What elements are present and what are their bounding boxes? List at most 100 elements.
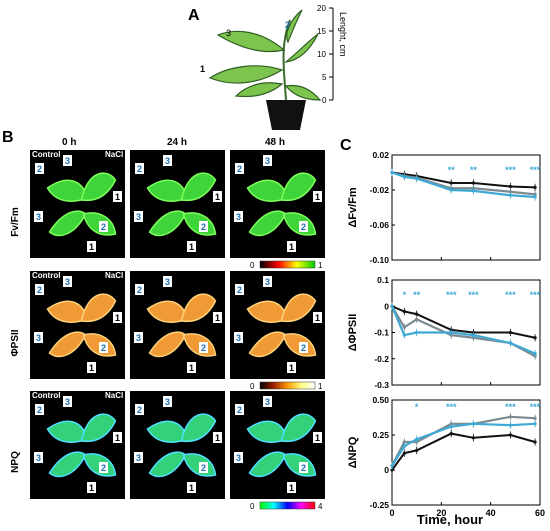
scale-tick: 5: [322, 73, 327, 82]
leaf-number-label: 1: [313, 432, 322, 443]
x-tick-label: 40: [486, 508, 496, 518]
panel-a-letter: A: [188, 7, 200, 24]
svg-text:3: 3: [265, 156, 270, 166]
row-label-phipsii: ΦPSII: [10, 329, 21, 356]
leaf-number-label: 3: [134, 332, 143, 343]
data-point: [415, 317, 419, 321]
leaf-number-label: 2: [35, 404, 44, 415]
data-point: [390, 304, 394, 308]
leaf-number-label: 3: [163, 396, 172, 407]
leaf-number-label: 2: [299, 221, 308, 232]
leaf-number-label: 2: [135, 284, 144, 295]
leaf-number-label: 3: [163, 276, 172, 287]
control-label: Control: [32, 150, 60, 159]
svg-text:1: 1: [89, 483, 94, 493]
svg-text:2: 2: [37, 164, 42, 174]
significance-mark: ***: [530, 165, 541, 175]
svg-text:3: 3: [165, 277, 170, 287]
leaf-number-label: 3: [34, 452, 43, 463]
leaf-shape: [280, 293, 317, 323]
leaf-number-label: 1: [213, 191, 222, 202]
data-point: [402, 451, 406, 455]
colorbar-min: 0: [250, 261, 255, 270]
svg-text:1: 1: [289, 242, 294, 252]
data-point: [533, 195, 537, 199]
x-axis-label: Time, hour: [417, 512, 483, 527]
svg-text:3: 3: [265, 277, 270, 287]
leaf-shape: [80, 293, 117, 323]
svg-text:2: 2: [237, 405, 242, 415]
data-point: [533, 416, 537, 420]
y-axis-label: ΔΦPSII: [347, 314, 359, 352]
scale-tick: 20: [317, 4, 326, 13]
nacl-label: NaCl: [105, 150, 123, 159]
leaf-number-label: 1: [87, 482, 96, 493]
leaf-label-3: 3: [226, 28, 231, 38]
leaf-number-label: 2: [299, 342, 308, 353]
svg-text:3: 3: [36, 212, 41, 222]
data-point: [390, 468, 394, 472]
time-header-48h: 48 h: [265, 137, 285, 148]
data-point: [449, 432, 453, 436]
svg-text:3: 3: [136, 333, 141, 343]
leaf-number-label: 2: [199, 342, 208, 353]
data-point: [508, 193, 512, 197]
leaf-number-label: 3: [234, 211, 243, 222]
data-point: [415, 312, 419, 316]
svg-text:1: 1: [215, 433, 220, 443]
significance-mark: ***: [446, 402, 457, 412]
x-tick-label: 0: [389, 508, 394, 518]
data-point: [533, 422, 537, 426]
data-point: [449, 188, 453, 192]
chart-frame: [391, 399, 541, 506]
svg-text:3: 3: [136, 453, 141, 463]
svg-text:1: 1: [289, 483, 294, 493]
svg-text:3: 3: [36, 333, 41, 343]
leaf-number-label: 3: [234, 452, 243, 463]
svg-text:3: 3: [236, 333, 241, 343]
data-point: [449, 181, 453, 185]
svg-text:2: 2: [237, 285, 242, 295]
scale-label: Lenght, cm: [338, 12, 348, 57]
leaf-2: [286, 9, 303, 44]
y-tick-label: -0.25: [370, 500, 390, 510]
data-point: [508, 415, 512, 419]
leaf-3: [216, 30, 286, 53]
data-point: [508, 341, 512, 345]
significance-mark: **: [413, 290, 421, 300]
data-point: [533, 336, 537, 340]
data-point: [415, 437, 419, 441]
y-tick-label: -0.3: [374, 380, 389, 390]
y-tick-label: -0.10: [370, 255, 390, 265]
leaf-shape: [280, 413, 317, 443]
chart-frame: [391, 154, 541, 261]
svg-text:1: 1: [115, 192, 120, 202]
leaf-upper-right: [284, 33, 319, 63]
leaf-number-label: 2: [135, 404, 144, 415]
y-tick-label: 0.25: [372, 430, 389, 440]
leaf-number-label: 2: [99, 462, 108, 473]
significance-mark: *: [415, 402, 419, 412]
svg-text:2: 2: [301, 463, 306, 473]
leaf-shape: [180, 172, 217, 202]
data-point: [508, 184, 512, 189]
leaf-number-label: 1: [87, 241, 96, 252]
svg-text:3: 3: [236, 453, 241, 463]
significance-mark: ***: [505, 165, 516, 175]
svg-text:2: 2: [201, 463, 206, 473]
leaf-label-1: 1: [200, 64, 205, 74]
leaf-number-label: 1: [213, 312, 222, 323]
leaf-number-label: 2: [99, 342, 108, 353]
svg-text:1: 1: [189, 483, 194, 493]
x-tick-label: 20: [436, 508, 446, 518]
svg-text:3: 3: [136, 212, 141, 222]
leaf-number-label: 1: [287, 482, 296, 493]
panel-c-letter: C: [340, 137, 352, 154]
leaf-number-label: 3: [63, 155, 72, 166]
